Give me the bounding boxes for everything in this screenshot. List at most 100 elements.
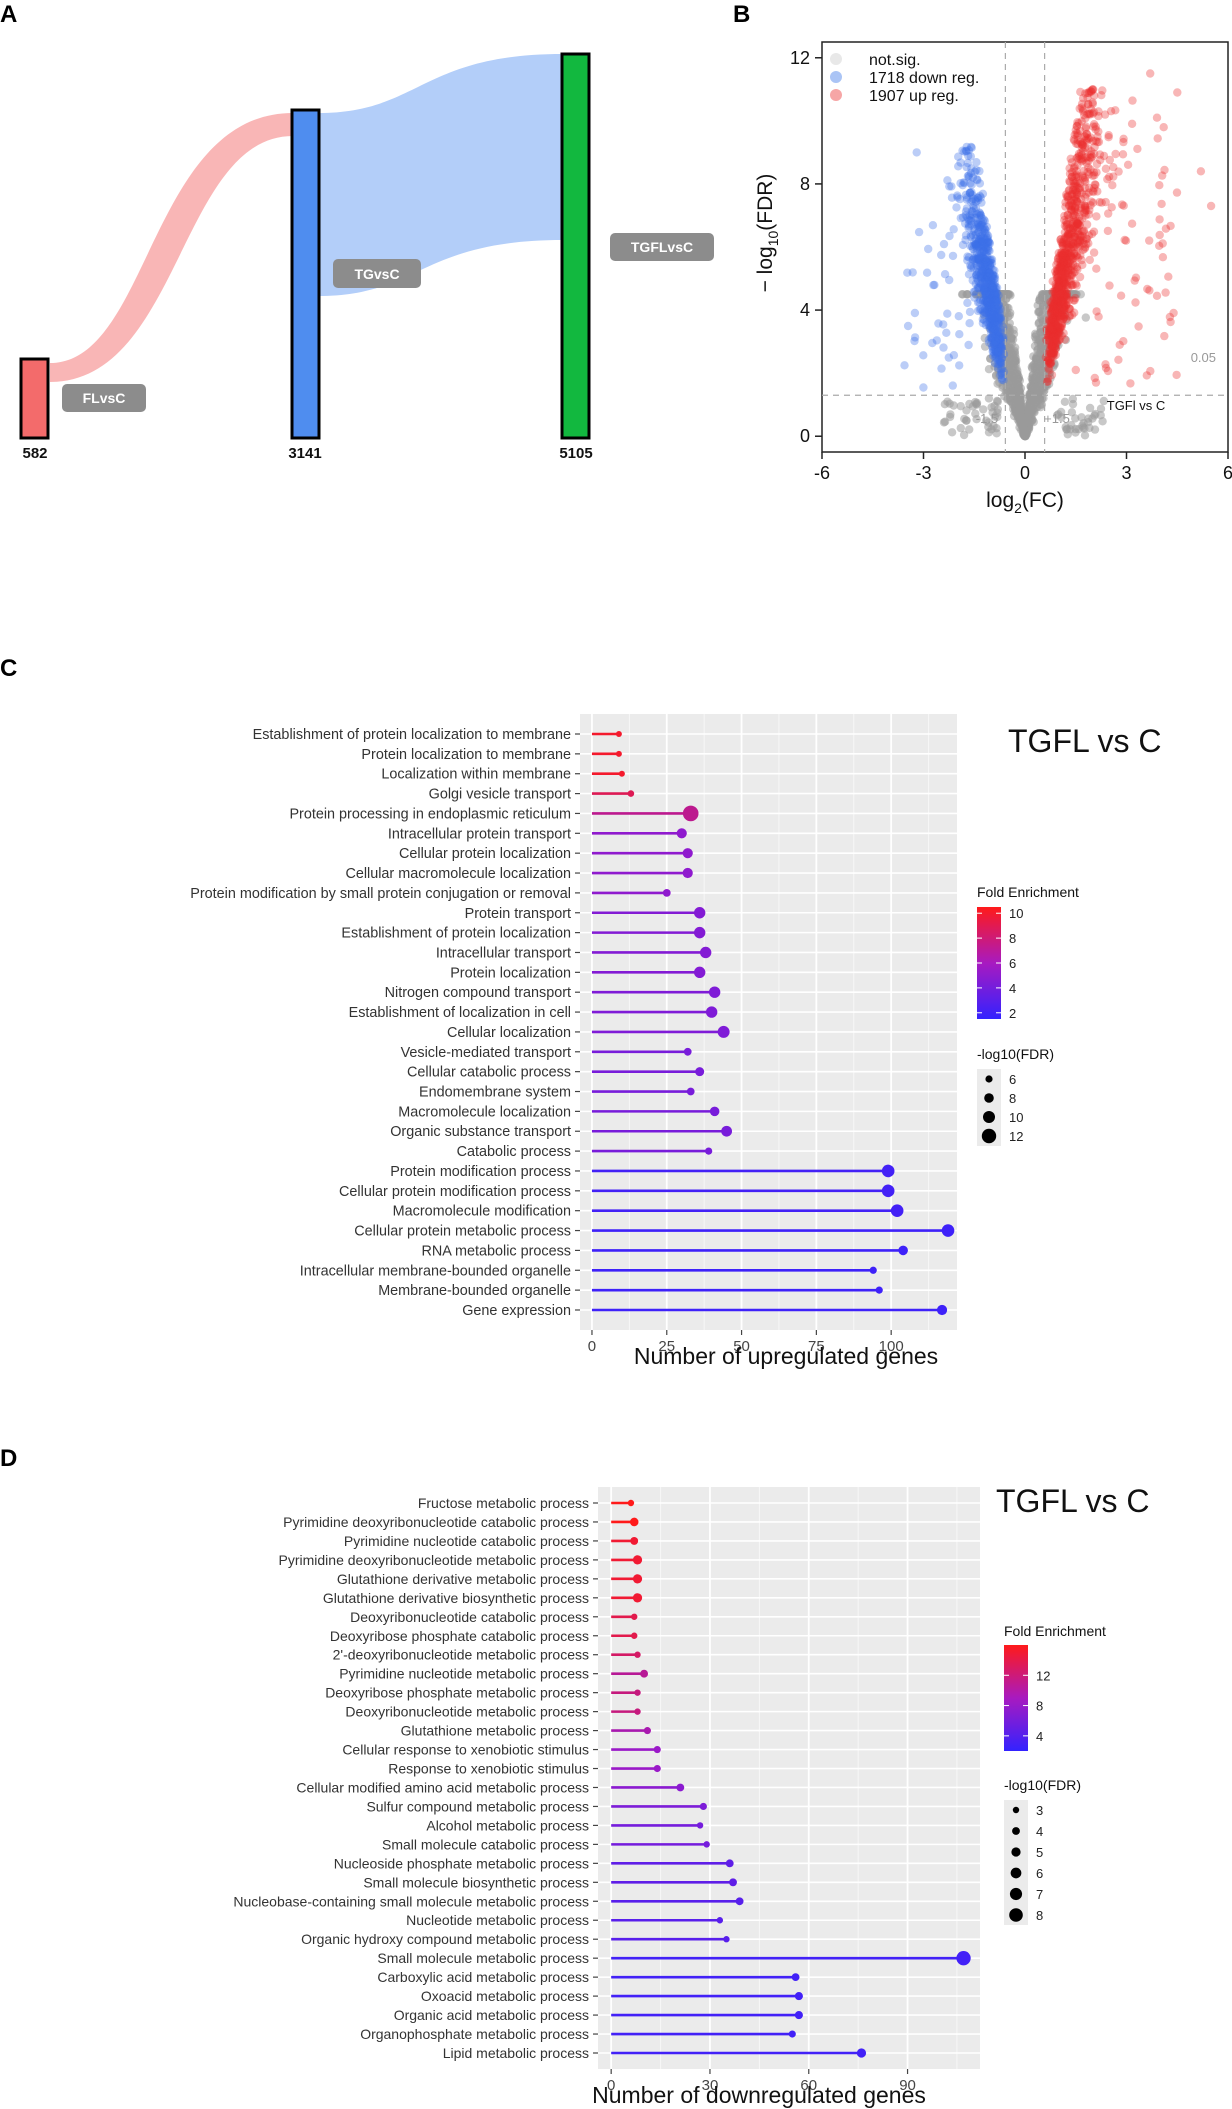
volcano-point-down [995, 334, 1004, 344]
volcano-point-down [976, 295, 985, 305]
volcano-point-down [987, 333, 996, 342]
volcano-point-up [1047, 343, 1057, 352]
volcano-point-up [1062, 222, 1071, 232]
volcano-point-up [1046, 298, 1055, 307]
volcano-point-up [1063, 210, 1073, 219]
volcano-point-down [978, 306, 987, 316]
volcano-point-down [977, 236, 987, 246]
volcano-point-up [1068, 202, 1077, 211]
volcano-point-up [1081, 205, 1090, 215]
volcano-point-down [995, 340, 1004, 350]
volcano-point-down [990, 296, 999, 306]
volcano-point-down [964, 253, 974, 262]
volcano-point-up [1053, 311, 1062, 320]
volcano-point-up [1080, 201, 1089, 210]
volcano-point-up [1086, 201, 1095, 210]
volcano-point-up [1049, 302, 1059, 312]
volcano-point-down [988, 317, 998, 326]
volcano-point-up [1052, 301, 1062, 311]
volcano-point-up [1063, 191, 1073, 201]
volcano-point-down [982, 294, 991, 303]
volcano-point-up [1088, 109, 1098, 118]
volcano-point-down [991, 337, 1000, 346]
volcano-point-down [981, 278, 990, 287]
volcano-legend: not.sig. 1718 down reg. 1907 up reg. [830, 52, 979, 105]
volcano-point-up [1078, 260, 1087, 270]
volcano-point-up [1045, 324, 1054, 333]
size-legend-label: 6 [1009, 1072, 1016, 1087]
volcano-point-up [1053, 323, 1062, 333]
volcano-point-down [981, 238, 991, 248]
volcano-point-ns [1006, 347, 1015, 356]
panel-letter-a: A [0, 1, 17, 28]
category-label: Cellular protein localization [399, 846, 571, 862]
volcano-point-up [1045, 365, 1054, 375]
volcano-point-down [968, 276, 977, 285]
volcano-point-down [967, 164, 976, 173]
volcano-point-ns [1088, 414, 1097, 423]
volcano-point-up [1053, 302, 1062, 312]
volcano-point-down [990, 333, 1000, 342]
volcano-point-up [1078, 147, 1088, 156]
volcano-point-down [981, 255, 990, 264]
volcano-point-down [991, 317, 1001, 326]
volcano-point-up [1061, 315, 1071, 324]
volcano-point-up [1086, 165, 1095, 174]
volcano-point-up [1084, 100, 1093, 109]
volcano-point-ns [1070, 290, 1079, 299]
lollipop-dot [725, 1859, 734, 1868]
volcano-point-up [1094, 111, 1103, 121]
volcano-point-down [980, 275, 990, 284]
volcano-point-down [982, 309, 992, 318]
volcano-point-up [1049, 332, 1058, 341]
legend-label-up: 1907 up reg. [869, 88, 959, 105]
volcano-point-down [973, 298, 983, 307]
volcano-point-up [1062, 295, 1071, 304]
volcano-point-down [994, 318, 1003, 328]
volcano-point-ns [939, 418, 949, 427]
volcano-point-down [964, 171, 973, 180]
volcano-point-ns [959, 430, 969, 440]
volcano-point-up [1062, 190, 1071, 199]
volcano-point-up [1078, 105, 1088, 114]
volcano-point-up [1078, 138, 1087, 147]
volcano-point-up [1051, 307, 1061, 316]
volcano-point-up [1065, 169, 1075, 178]
legend-label-down: 1718 down reg. [869, 70, 979, 87]
volcano-point-up [1051, 313, 1061, 323]
volcano-point-up [1065, 185, 1074, 195]
volcano-point-up [1061, 287, 1070, 297]
volcano-point-up [1051, 327, 1060, 336]
panel-letter-d: D [0, 1445, 17, 1472]
volcano-point-up [1078, 141, 1088, 150]
volcano-point-up [1062, 289, 1071, 299]
volcano-point-up [1054, 330, 1063, 339]
volcano-point-down [990, 272, 999, 281]
volcano-point-ns [962, 290, 971, 299]
volcano-point-down [985, 279, 995, 289]
volcano-point-up [1058, 306, 1067, 315]
volcano-point-up [1081, 114, 1090, 123]
volcano-point-up [1067, 202, 1076, 211]
volcano-point-up [1092, 307, 1101, 316]
volcano-point-down [975, 279, 984, 288]
volcano-point-down [981, 225, 990, 235]
volcano-point-up [1090, 183, 1099, 193]
volcano-point-down [965, 319, 974, 328]
volcano-point-up [1054, 253, 1063, 263]
volcano-point-down [989, 320, 998, 329]
volcano-point-down [989, 285, 999, 295]
volcano-point-down [919, 351, 928, 360]
volcano-point-down [993, 314, 1002, 324]
size-legend-dot [1009, 1908, 1023, 1922]
volcano-point-up [1053, 276, 1063, 285]
volcano-point-down [994, 334, 1004, 343]
volcano-point-down [987, 303, 997, 312]
category-label: Small molecule biosynthetic process [363, 1874, 589, 1890]
volcano-point-up [1049, 300, 1058, 309]
volcano-point-up [1060, 312, 1069, 321]
volcano-point-up [1049, 348, 1058, 357]
volcano-point-up [1058, 266, 1068, 276]
category-label: Membrane-bounded organelle [378, 1283, 571, 1299]
volcano-point-down [992, 348, 1001, 357]
